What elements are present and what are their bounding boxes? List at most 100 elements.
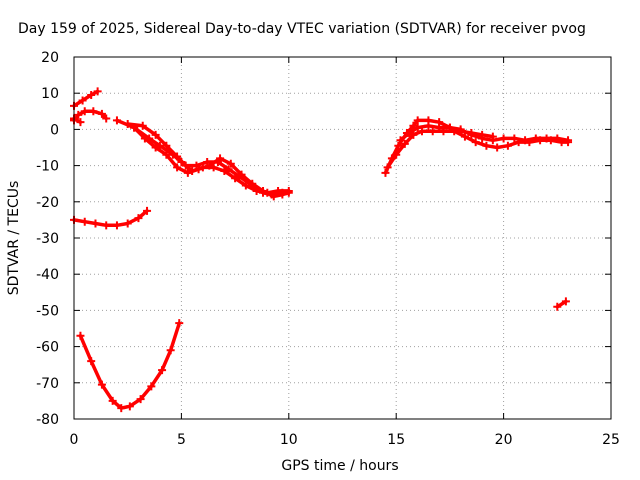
data-point: [216, 154, 225, 163]
x-tick-label: 0: [70, 432, 79, 448]
data-point: [413, 123, 422, 132]
y-tick-label: 20: [41, 50, 59, 66]
data-point: [259, 186, 268, 195]
chart-title: Day 159 of 2025, Sidereal Day-to-day VTE…: [18, 21, 586, 37]
data-point: [97, 380, 106, 389]
data-point: [183, 168, 192, 177]
grid: [73, 56, 612, 420]
data-point: [134, 214, 143, 223]
data-point: [248, 179, 257, 188]
series-arc-3: [123, 119, 287, 199]
data-point: [123, 119, 132, 128]
data-point: [76, 331, 85, 340]
series-arc-1b: [70, 107, 111, 125]
data-point: [424, 121, 433, 130]
data-point: [89, 107, 98, 116]
data-point: [546, 136, 555, 145]
data-point: [383, 163, 392, 172]
data-point: [173, 163, 182, 172]
data-point: [478, 130, 487, 139]
series-arc-9: [396, 121, 497, 145]
data-point: [224, 165, 233, 174]
series-arc-7: [381, 116, 573, 177]
y-tick-label: -70: [36, 376, 59, 392]
y-tick-label: 10: [41, 86, 59, 102]
data-point: [493, 143, 502, 152]
data-point: [87, 91, 96, 100]
series-arc-2: [112, 116, 293, 197]
data-point: [226, 159, 235, 168]
data-point: [564, 138, 573, 147]
series-line: [132, 125, 291, 199]
data-point: [147, 382, 156, 391]
data-point: [413, 116, 422, 125]
data-point: [488, 132, 497, 141]
series-arc-6: [76, 319, 184, 413]
data-point: [80, 217, 89, 226]
data-point: [158, 366, 167, 375]
data-point: [93, 87, 102, 96]
data-point: [143, 206, 152, 215]
series-line: [78, 321, 182, 410]
data-point: [112, 221, 121, 230]
data-point: [102, 221, 111, 230]
data-point: [151, 130, 160, 139]
data-point: [503, 141, 512, 150]
data-point: [525, 138, 534, 147]
data-point: [510, 134, 519, 143]
data-point: [112, 116, 121, 125]
data-point: [140, 134, 149, 143]
data-point: [76, 118, 85, 127]
data-point: [428, 127, 437, 136]
y-tick-label: -30: [36, 231, 59, 247]
series-arc-10: [553, 297, 570, 311]
data-point: [467, 129, 476, 138]
data-point: [471, 138, 480, 147]
axis-ticks: 0 5 10 15 20 25 20 10 0 -10 -20 -30 -40 -50 -60 -70 -80: [36, 50, 620, 448]
series-arc-5: [70, 206, 152, 230]
data-point: [102, 114, 111, 123]
data-point: [460, 132, 469, 141]
data-point: [435, 123, 444, 132]
data-point: [151, 143, 160, 152]
y-tick-label: -80: [36, 412, 59, 428]
data-point: [396, 136, 405, 145]
data-point: [87, 357, 96, 366]
data-point: [162, 141, 171, 150]
y-tick-label: -20: [36, 195, 59, 211]
series-line: [125, 122, 285, 197]
data-point: [284, 188, 293, 197]
x-tick-label: 20: [495, 432, 513, 448]
data-point: [175, 319, 184, 328]
x-tick-label: 5: [177, 432, 186, 448]
series-line: [398, 124, 495, 143]
y-tick-label: -10: [36, 159, 59, 175]
data-point: [381, 168, 390, 177]
data-point: [173, 152, 182, 161]
data-point: [456, 127, 465, 136]
data-point: [514, 138, 523, 147]
y-tick-label: -40: [36, 267, 59, 283]
data-point: [125, 402, 134, 411]
data-point: [162, 150, 171, 159]
data-point: [482, 141, 491, 150]
x-tick-label: 10: [280, 432, 298, 448]
data-point: [278, 190, 287, 199]
data-point: [194, 165, 203, 174]
data-point: [394, 141, 403, 150]
data-point: [536, 136, 545, 145]
data-point: [136, 395, 145, 404]
series-layer: [70, 87, 573, 413]
data-point: [166, 346, 175, 355]
data-point: [205, 161, 214, 170]
data-point: [269, 192, 278, 201]
data-point: [561, 297, 570, 306]
data-point: [80, 107, 89, 116]
data-point: [74, 110, 83, 119]
y-tick-label: 0: [50, 122, 59, 138]
data-point: [405, 129, 414, 138]
data-point: [78, 96, 87, 105]
series-line: [72, 89, 100, 108]
y-tick-label: -60: [36, 340, 59, 356]
data-point: [117, 404, 126, 413]
